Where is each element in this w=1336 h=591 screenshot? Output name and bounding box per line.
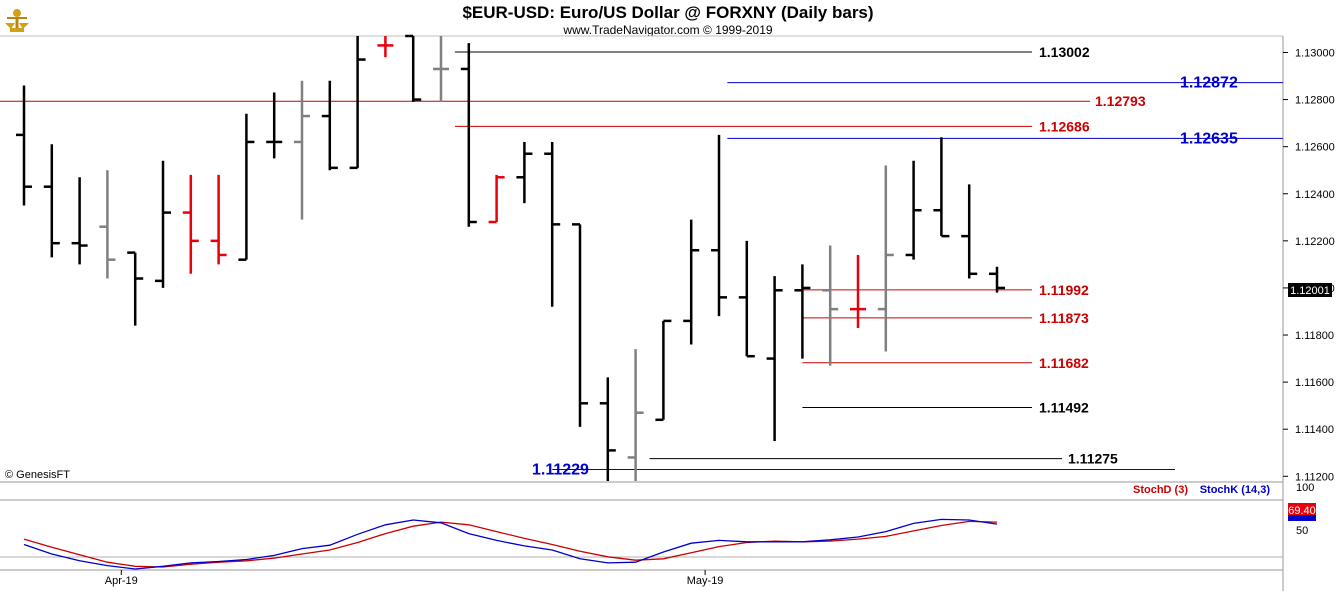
price-level-label: 1.12686 [1039,118,1090,134]
chart-title: $EUR-USD: Euro/US Dollar @ FORXNY (Daily… [462,3,873,22]
logo-icon [5,9,29,32]
ohlc-bar [961,184,978,279]
ohlc-bar [16,85,32,206]
ohlc-bar [294,80,310,220]
price-level-label: 1.12793 [1095,93,1146,109]
ohlc-bar [794,264,811,359]
price-axis: 1.13000 1.12800 1.12600 1.12400 1.12200 1.120… [1283,47,1335,483]
price-tick-label: 1.11600 [1295,377,1334,389]
price-level-label: 1.11229 [532,461,589,478]
stochastic-panel [0,518,1283,570]
stochastic-legend: StochD (3) StochK (14,3) 100 50 69.40 [1133,482,1316,537]
price-tick-label: 1.11200 [1295,471,1334,483]
ohlc-bar [544,141,561,307]
time-tick-label: May-19 [687,575,724,587]
price-tick-label: 1.12800 [1295,95,1335,107]
ohlc-bar [738,240,755,358]
chart-subtitle: www.TradeNavigator.com © 1999-2019 [562,23,772,37]
ohlc-bar [460,43,477,227]
ohlc-bar [933,137,950,238]
price-level-label: 1.11992 [1039,282,1089,298]
ohlc-bar [433,36,449,102]
ohlc-bar [989,266,1005,293]
price-level-label: 1.12872 [1180,75,1238,92]
stoch-k-legend: StochK (14,3) [1200,484,1271,496]
ohlc-bar [349,36,366,170]
stoch-axis-mid: 50 [1296,525,1308,537]
ohlc-bar [377,36,394,58]
time-axis: Apr-19 May-19 [105,570,724,587]
stoch-value-label: 69.40 [1288,505,1316,517]
ohlc-bar [877,165,894,352]
ohlc-bar [711,134,727,317]
current-price-label: 1.12001 [1290,285,1330,297]
stoch-d-line [23,520,998,568]
ohlc-bar [599,377,616,481]
current-price-marker: 1.12001 [1288,283,1332,297]
header: $EUR-USD: Euro/US Dollar @ FORXNY (Daily… [462,3,873,37]
price-level-label: 1.11682 [1039,355,1089,371]
ohlc-bar [683,219,700,345]
ohlc-bar [405,34,422,102]
price-bars [16,34,1005,481]
price-level-label: 1.11873 [1039,310,1089,326]
ohlc-bar [572,223,588,427]
ohlc-bar [488,174,505,224]
price-levels: 1.13002 1.12872 1.12793 1.12686 1.12635 1.119… [0,44,1283,478]
ohlc-bar [43,144,60,258]
price-level-label: 1.11275 [1068,451,1118,467]
price-level-label: 1.13002 [1039,44,1090,60]
price-tick-label: 1.13000 [1295,47,1335,59]
ohlc-bar [655,319,672,422]
ohlc-bar [266,92,283,159]
price-level-label: 1.11492 [1039,400,1089,416]
price-tick-label: 1.12200 [1295,236,1335,248]
time-tick-label: Apr-19 [105,575,138,587]
stoch-d-legend: StochD (3) [1133,484,1188,496]
ohlc-bar [238,113,255,261]
ohlc-bar [127,251,144,326]
ohlc-bar [516,141,533,204]
price-tick-label: 1.11800 [1295,330,1334,342]
ohlc-bar [905,160,922,260]
stoch-k-line [23,518,998,570]
ohlc-bar [822,245,839,366]
ohlc-bar [766,276,783,441]
ohlc-bar [321,80,338,171]
price-tick-label: 1.12600 [1295,142,1335,154]
ohlc-bar [627,349,644,481]
ohlc-bar [850,254,866,328]
ohlc-bar [99,170,116,279]
ohlc-bar [210,174,227,265]
price-level-label: 1.12635 [1180,130,1238,147]
ohlc-bar [182,174,199,274]
ohlc-bar [71,177,88,265]
watermark: © GenesisFT [5,469,70,481]
stoch-axis-top: 100 [1296,482,1314,494]
price-panel-frame [0,35,1284,591]
ohlc-bar [155,160,171,288]
price-tick-label: 1.11400 [1295,424,1334,436]
price-tick-label: 1.12400 [1295,189,1335,201]
